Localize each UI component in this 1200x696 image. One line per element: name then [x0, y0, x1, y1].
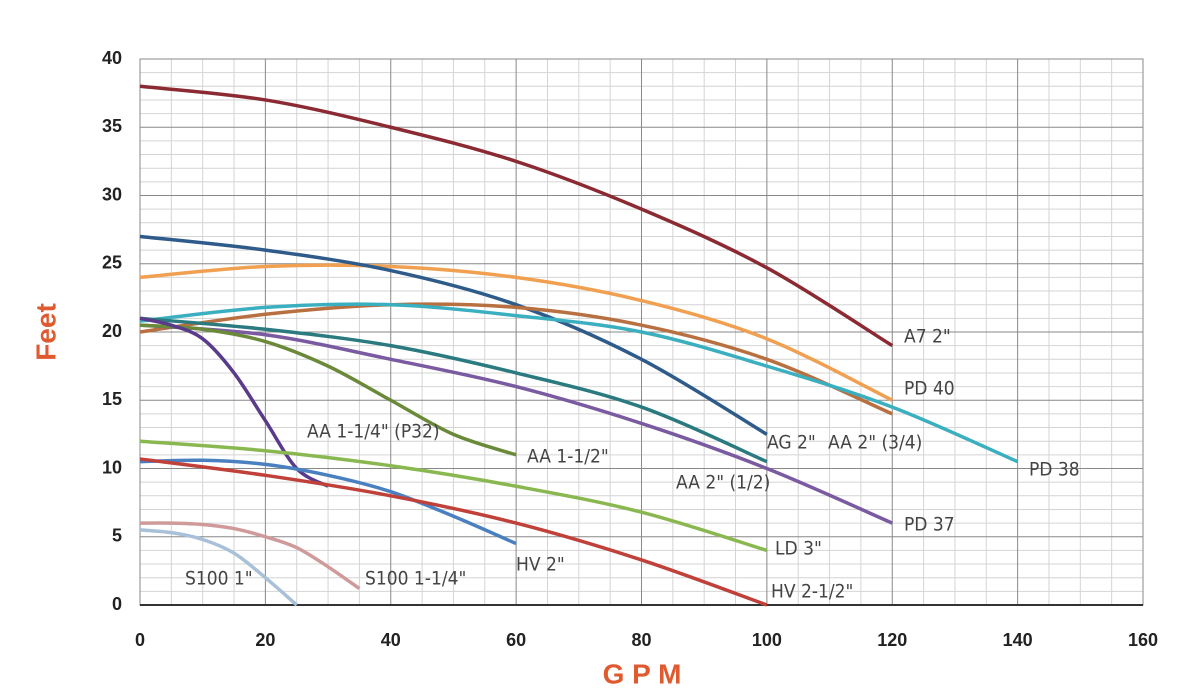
pump-curve — [139, 302, 893, 416]
x-tick-label: 140 — [1003, 630, 1033, 650]
x-tick-label: 120 — [877, 630, 907, 650]
curve-label: LD 3" — [775, 538, 822, 560]
x-tick-label: 80 — [631, 630, 651, 650]
curve-label: PD 37 — [904, 514, 955, 536]
pump-curve — [139, 84, 894, 348]
pump-curve — [139, 521, 361, 591]
y-axis-label: Feet — [30, 303, 61, 361]
pump-curve — [139, 458, 517, 546]
y-tick-label: 15 — [102, 389, 122, 409]
curve-label: HV 2-1/2" — [771, 581, 853, 603]
pump-curve — [139, 457, 768, 607]
y-tick-label: 5 — [112, 526, 122, 546]
pump-curve — [139, 302, 1019, 464]
curve-label: HV 2" — [516, 554, 565, 576]
pump-curve — [139, 323, 893, 525]
x-tick-label: 160 — [1128, 630, 1158, 650]
curve-label: S100 1-1/4" — [365, 568, 466, 590]
curve-label: AG 2" — [767, 432, 816, 454]
curve-label: AA 2" (3/4) — [828, 432, 922, 454]
curve-label: PD 40 — [904, 378, 955, 400]
y-tick-label: 0 — [112, 594, 122, 614]
pump-curve — [139, 234, 768, 436]
curve-label: AA 1-1/4" (P32) — [307, 421, 440, 443]
curve-label: AA 2" (1/2) — [676, 472, 770, 494]
curve-label: PD 38 — [1029, 459, 1080, 481]
x-tick-label: 100 — [752, 630, 782, 650]
y-tick-label: 40 — [102, 48, 122, 68]
y-tick-label: 20 — [102, 321, 122, 341]
pump-curve — [139, 323, 517, 457]
pump-curve — [139, 439, 768, 553]
curve-label: AA 1-1/2" — [527, 446, 609, 468]
y-tick-label: 35 — [102, 116, 122, 136]
pump-curve — [139, 316, 768, 464]
x-tick-label: 60 — [506, 630, 526, 650]
x-tick-label: 40 — [381, 630, 401, 650]
y-tick-label: 10 — [102, 457, 122, 477]
x-tick-label: 0 — [135, 630, 145, 650]
x-axis-label: G P M — [603, 658, 682, 689]
y-tick-label: 30 — [102, 184, 122, 204]
x-tick-label: 20 — [255, 630, 275, 650]
curve-label: A7 2" — [904, 326, 951, 348]
curve-label: S100 1" — [185, 568, 253, 590]
pump-curve — [139, 528, 298, 607]
pump-curve — [139, 263, 894, 402]
y-tick-label: 25 — [102, 253, 122, 273]
